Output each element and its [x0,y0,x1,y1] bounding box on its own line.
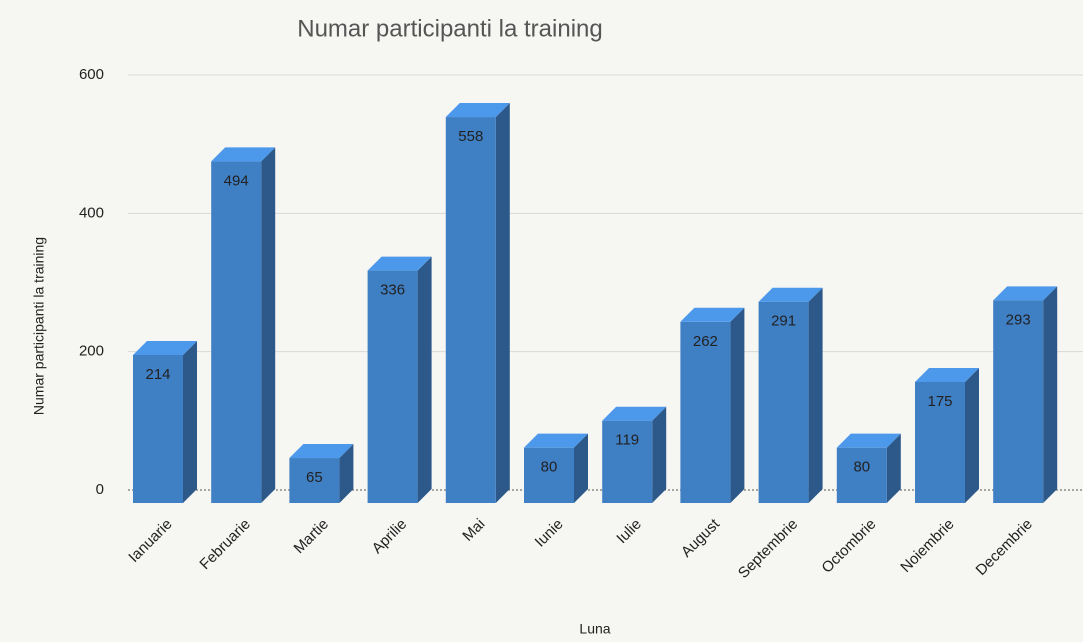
bar-front [211,161,262,504]
bar-side [808,287,823,503]
data-label: 80 [541,459,558,476]
bar [133,340,197,503]
bar [211,147,276,504]
bar [289,444,354,503]
data-label: 214 [145,366,170,383]
bar-front [993,300,1044,503]
y-tick-label: 600 [79,66,104,83]
x-axis-title: Luna [579,621,610,637]
bar [445,103,510,504]
bar-top [680,307,745,322]
bar-top [211,147,276,162]
bar-top [915,367,979,382]
y-tick-label: 0 [96,481,104,498]
bar-top [524,433,588,448]
bar-top [602,406,667,421]
bar-front [367,270,418,503]
bar-side [730,307,745,503]
data-label: 293 [1006,311,1031,328]
data-label: 80 [853,459,870,476]
bar-front [445,117,496,504]
bar-top [445,103,510,118]
data-label: 65 [306,469,323,486]
bar [758,287,823,503]
data-label: 336 [380,282,405,299]
bar-front [915,381,965,503]
data-label: 291 [771,313,796,330]
bar-front [758,301,809,503]
bar-side [495,103,510,504]
chart-title: Numar participanti la training [297,15,602,42]
bar-front [524,447,574,503]
bar-front [836,447,887,503]
data-label: 175 [927,393,952,410]
bar [602,406,667,503]
bar-top [289,444,354,459]
bar [915,367,979,503]
bar-top [836,433,901,448]
bar-side [183,340,197,503]
bar-side [652,406,667,503]
bar-side [261,147,276,504]
y-tick-label: 200 [79,343,104,360]
bar [367,256,432,503]
y-axis-title: Numar participanti la training [31,237,47,415]
bar-top [133,340,197,355]
data-label: 558 [458,128,483,145]
data-label: 262 [693,333,718,350]
bar-side [574,433,588,503]
bar-top [367,256,432,271]
bar [680,307,745,503]
bar-side [886,433,901,503]
bar [993,286,1058,503]
bar-side [339,444,354,503]
bar [524,433,588,503]
bar-side [417,256,432,503]
y-tick-label: 400 [79,204,104,221]
bar [836,433,901,503]
bar-front [133,354,183,503]
bar-top [993,286,1058,301]
bar-front [602,420,653,503]
bar-top [758,287,823,302]
bar-side [1043,286,1058,503]
bar-front [680,321,731,503]
bar-front [289,458,340,503]
data-label: 119 [615,432,639,449]
data-label: 494 [224,172,249,189]
bar-side [965,367,979,503]
